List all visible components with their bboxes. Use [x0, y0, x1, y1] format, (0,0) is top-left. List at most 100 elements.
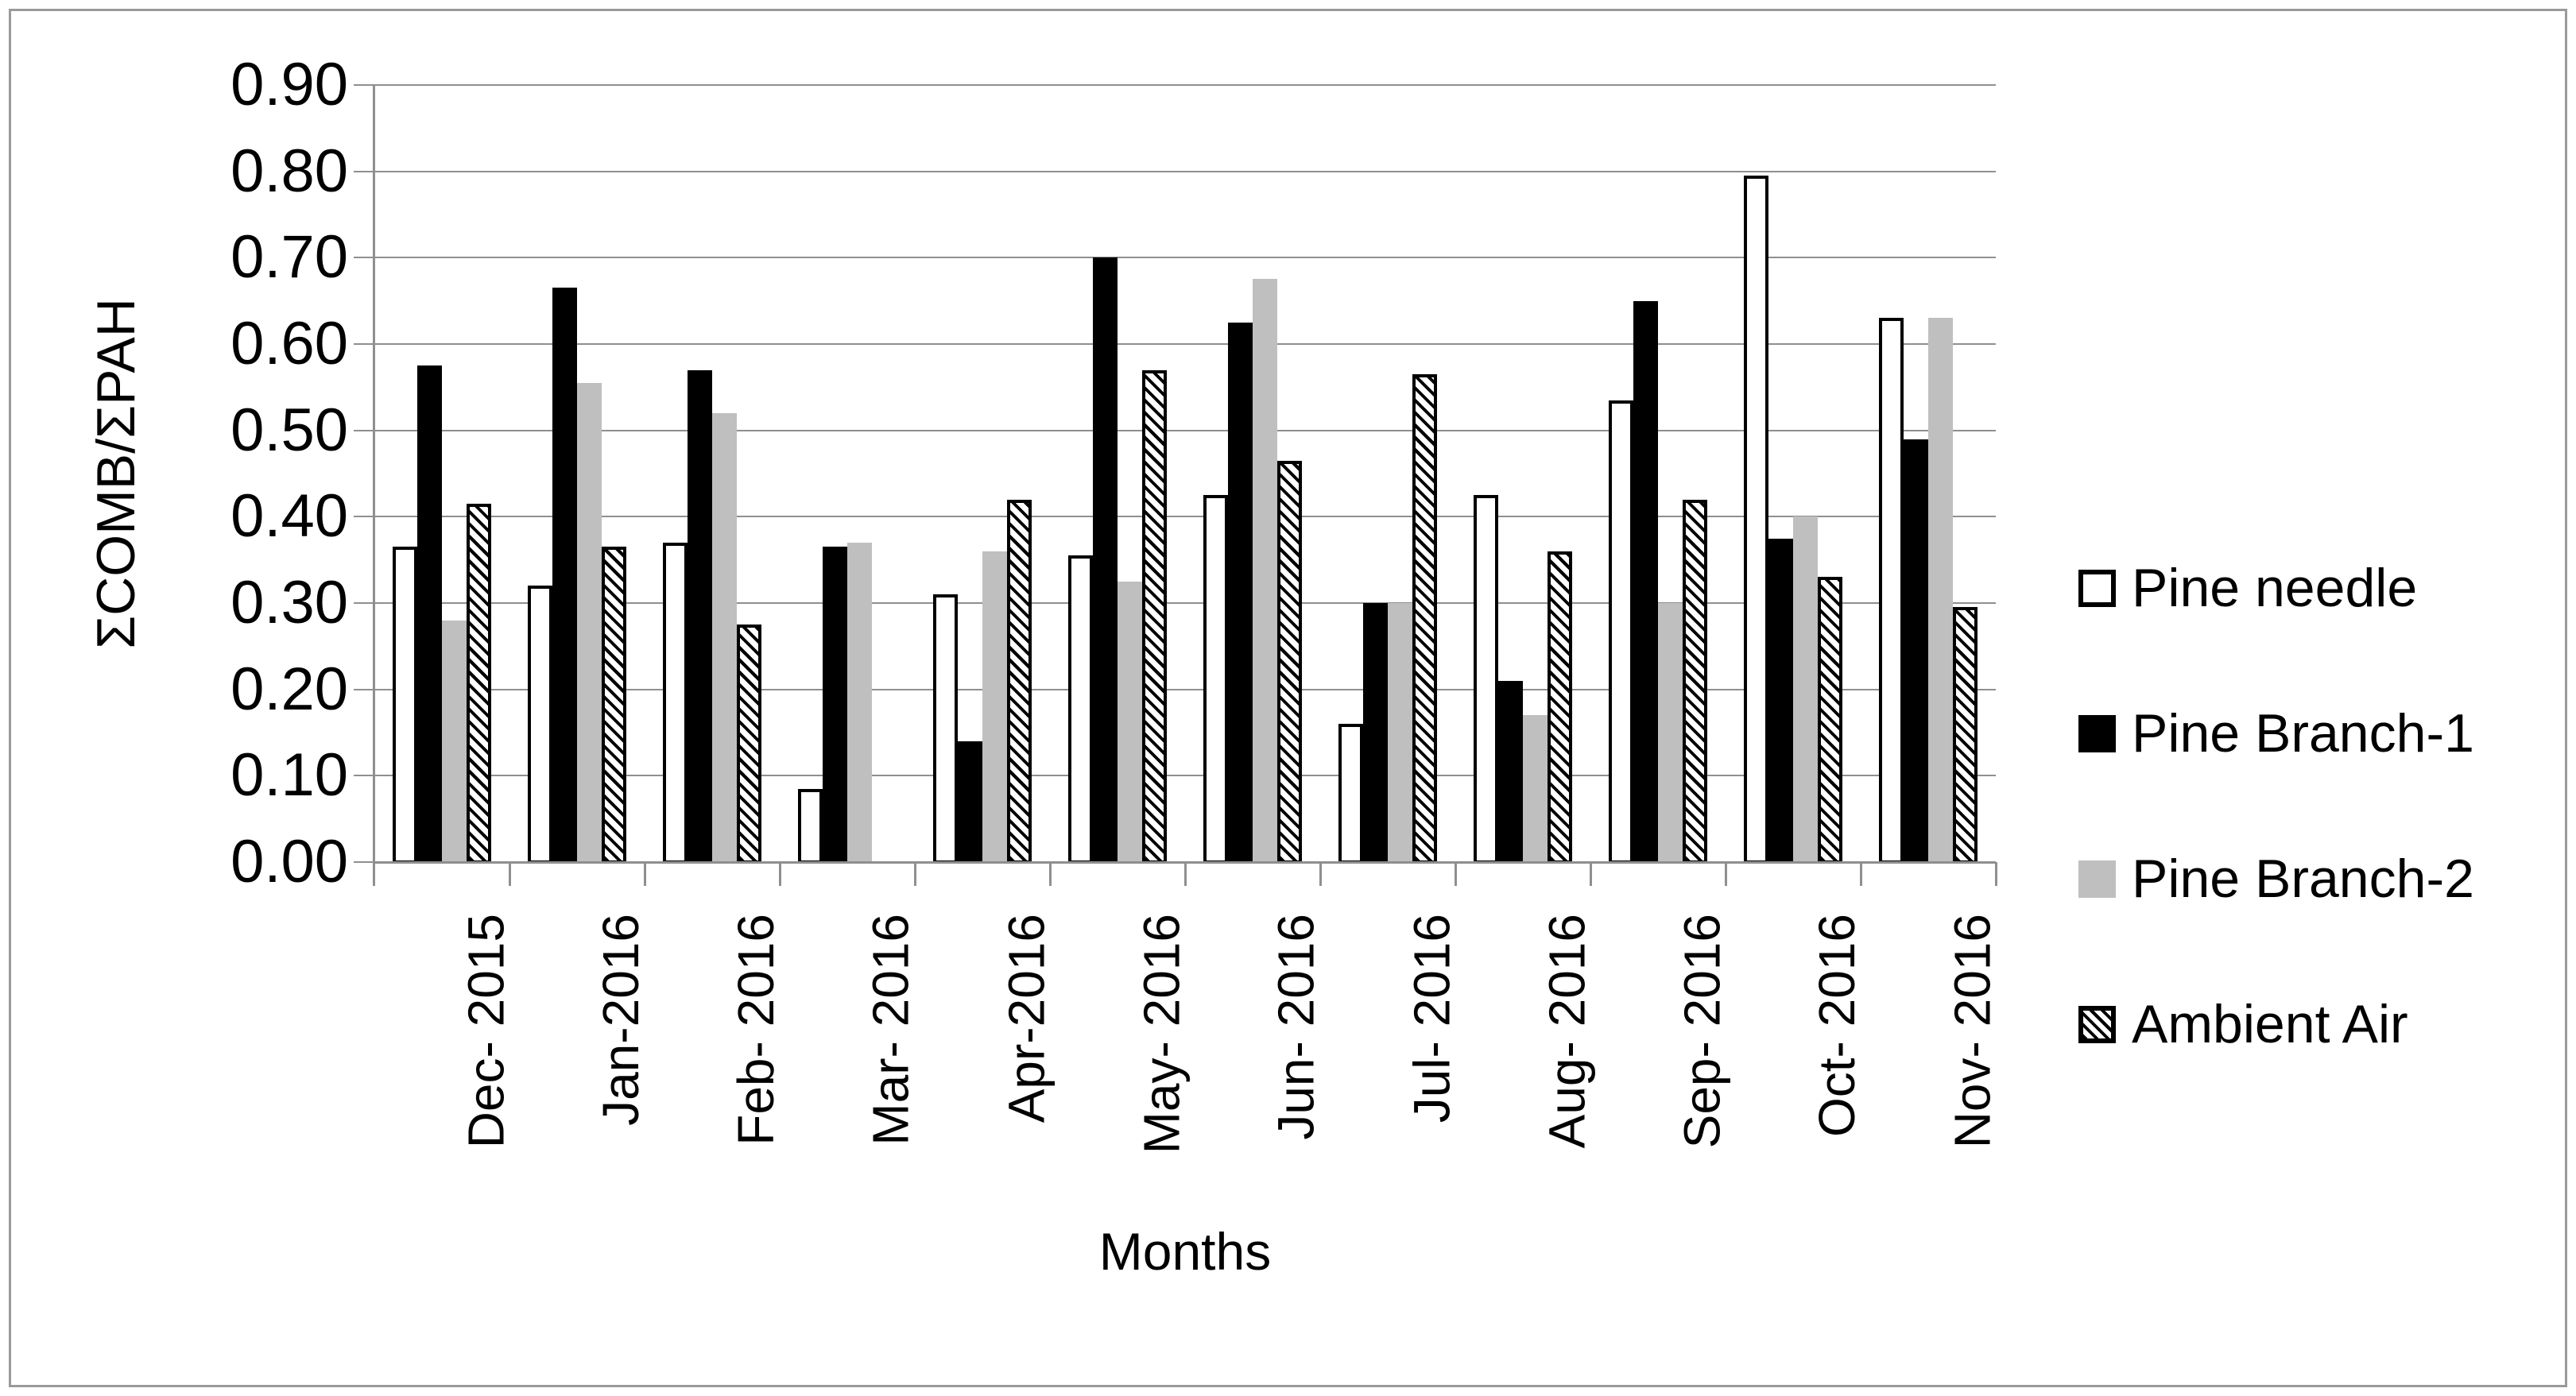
- legend-item-pine-needle: Pine needle: [2078, 561, 2417, 615]
- x-tick-mark: [1184, 862, 1187, 886]
- x-tick-label: Apr-2016: [997, 914, 1055, 1123]
- bar-ambient-air-7: [1277, 461, 1302, 864]
- legend-label: Pine Branch-2: [2132, 849, 2474, 909]
- bar-ambient-air-3: [737, 625, 761, 864]
- gridline: [374, 602, 1996, 604]
- x-tick-label: Oct- 2016: [1808, 914, 1865, 1138]
- gridline: [374, 257, 1996, 259]
- y-tick-mark: [354, 861, 374, 863]
- x-tick-label: Mar- 2016: [862, 914, 920, 1146]
- x-tick-mark: [1725, 862, 1727, 886]
- bar-pine-branch-2-7: [1253, 279, 1277, 864]
- x-tick-label: Feb- 2016: [727, 914, 784, 1146]
- bar-pine-branch-2-6: [1118, 582, 1142, 864]
- bar-pine-branch-2-3: [712, 413, 737, 864]
- x-tick-label: May- 2016: [1133, 914, 1190, 1154]
- legend-item-pine-branch-1: Pine Branch-1: [2078, 706, 2474, 760]
- y-tick-mark: [354, 688, 374, 690]
- legend-item-pine-branch-2: Pine Branch-2: [2078, 852, 2474, 906]
- bar-pine-branch-2-10: [1658, 603, 1683, 864]
- y-tick-label: 0.10: [230, 741, 348, 810]
- bar-pine-branch-2-5: [982, 551, 1007, 864]
- gridline: [374, 170, 1996, 172]
- bar-pine-needle-7: [1203, 495, 1228, 864]
- bar-pine-branch-1-6: [1093, 257, 1118, 864]
- bar-ambient-air-10: [1683, 500, 1707, 864]
- y-tick-mark: [354, 516, 374, 518]
- x-tick-label: Sep- 2016: [1673, 914, 1730, 1149]
- gridline: [374, 516, 1996, 518]
- x-tick-mark: [509, 862, 511, 886]
- y-tick-mark: [354, 170, 374, 172]
- bar-pine-needle-6: [1068, 555, 1093, 864]
- bar-ambient-air-1: [467, 504, 491, 864]
- bar-pine-branch-1-12: [1904, 439, 1928, 864]
- bar-ambient-air-8: [1412, 374, 1437, 864]
- y-axis-line: [373, 85, 375, 886]
- bar-ambient-air-12: [1953, 607, 1978, 864]
- y-tick-label: 0.70: [230, 223, 348, 292]
- bar-pine-needle-2: [528, 586, 552, 864]
- bar-pine-needle-12: [1879, 318, 1904, 864]
- x-tick-label: Nov- 2016: [1943, 914, 2001, 1149]
- x-tick-mark: [1319, 862, 1322, 886]
- chart-frame-border: [9, 9, 2567, 1387]
- bar-pine-branch-2-1: [442, 621, 467, 864]
- x-tick-mark: [779, 862, 781, 886]
- bar-ambient-air-6: [1142, 370, 1167, 864]
- y-tick-mark: [354, 343, 374, 345]
- legend-item-ambient-air: Ambient Air: [2078, 997, 2408, 1051]
- y-tick-mark: [354, 602, 374, 604]
- x-tick-mark: [1995, 862, 1997, 886]
- bar-pine-needle-10: [1609, 400, 1633, 864]
- y-tick-label: 0.50: [230, 396, 348, 464]
- bar-pine-branch-2-9: [1523, 715, 1548, 864]
- legend-swatch-icon: [2078, 569, 2116, 607]
- gridline: [374, 775, 1996, 777]
- bar-pine-needle-11: [1744, 176, 1768, 864]
- y-tick-mark: [354, 775, 374, 777]
- bar-pine-needle-8: [1338, 724, 1363, 864]
- bar-ambient-air-2: [602, 547, 626, 864]
- bar-pine-branch-1-3: [688, 370, 712, 864]
- gridline: [374, 429, 1996, 431]
- x-tick-mark: [1049, 862, 1052, 886]
- bar-pine-branch-2-11: [1793, 516, 1818, 864]
- y-tick-mark: [354, 84, 374, 86]
- x-tick-label: Aug- 2016: [1538, 914, 1595, 1149]
- y-tick-label: 0.90: [230, 51, 348, 118]
- bar-pine-branch-1-4: [823, 547, 847, 864]
- bar-pine-needle-1: [393, 547, 417, 864]
- bar-pine-branch-2-8: [1388, 603, 1412, 864]
- bar-pine-branch-2-2: [577, 383, 602, 864]
- y-tick-label: 0.40: [230, 482, 348, 551]
- bar-pine-branch-2-4: [847, 543, 872, 864]
- bar-pine-needle-9: [1474, 495, 1498, 864]
- x-tick-label: Jul- 2016: [1403, 914, 1460, 1123]
- x-tick-label: Jan-2016: [592, 914, 649, 1126]
- bar-pine-needle-4: [798, 789, 823, 864]
- y-tick-mark: [354, 257, 374, 259]
- x-tick-mark: [1590, 862, 1592, 886]
- bar-ambient-air-11: [1818, 577, 1842, 864]
- y-tick-label: 0.00: [230, 828, 348, 895]
- x-tick-mark: [1860, 862, 1862, 886]
- x-tick-label: Dec- 2015: [457, 914, 514, 1149]
- x-tick-mark: [914, 862, 916, 886]
- legend-label: Pine Branch-1: [2132, 703, 2474, 764]
- y-tick-label: 0.30: [230, 569, 348, 636]
- x-axis-title: Months: [1098, 1222, 1272, 1281]
- bar-pine-branch-1-7: [1228, 323, 1253, 864]
- y-axis-title: ΣCOMB/ΣPAH: [86, 298, 146, 649]
- bar-pine-branch-1-2: [552, 288, 577, 864]
- bar-pine-branch-1-1: [417, 365, 442, 864]
- y-tick-label: 0.60: [230, 310, 348, 377]
- bar-pine-branch-1-9: [1498, 681, 1523, 864]
- gridline: [374, 343, 1996, 345]
- y-tick-label: 0.20: [230, 655, 348, 723]
- y-tick-mark: [354, 429, 374, 431]
- bar-pine-needle-5: [933, 594, 958, 864]
- x-tick-mark: [644, 862, 646, 886]
- legend-swatch-icon: [2078, 714, 2116, 752]
